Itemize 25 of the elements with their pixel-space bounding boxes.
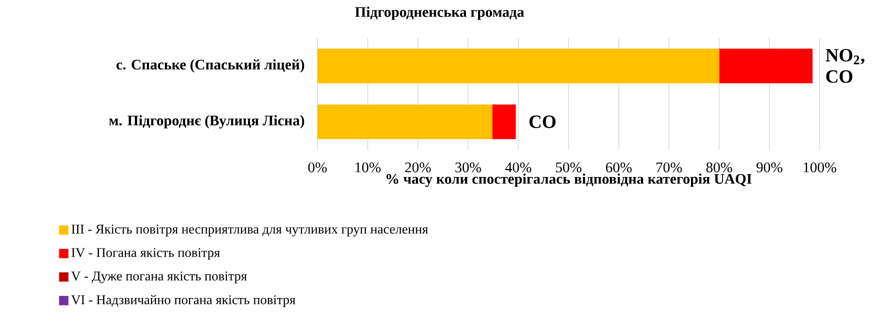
x-axis-title: % часу коли спостерігалась відповідна категорія UAQI (386, 173, 752, 187)
x-tick-label: 0% (308, 162, 327, 172)
x-tick-label: 70% (656, 162, 682, 172)
legend-label: IV - Погана якість повітря (72, 248, 220, 260)
annotation: NO$_{2}$, CO (826, 48, 864, 83)
x-tick-label: 20% (405, 162, 431, 172)
bar (317, 48, 720, 83)
bar (317, 104, 492, 139)
x-tick-label: 60% (606, 162, 632, 172)
y-tick-label: м. Підгороднє (Вулиця Лісна) (109, 114, 304, 128)
x-tick-label: 40% (505, 162, 532, 172)
x-tick-label: 100% (804, 162, 836, 172)
chart-title: Підгородненська громада (355, 6, 524, 20)
bar (492, 104, 516, 139)
x-tick-label: 90% (756, 162, 782, 172)
legend-label: V - Дуже погана якість повітря (71, 271, 247, 284)
legend-label: III - Якість повітря несприятлива для чутливих груп населення (72, 224, 428, 236)
x-tick-label: 10% (356, 162, 381, 172)
x-tick-label: 50% (556, 162, 582, 172)
bar (719, 48, 813, 83)
annotation: CO (529, 115, 556, 128)
x-tick-label: 30% (455, 162, 482, 172)
legend-label: VI - Надзвичайно погана якість повітря (71, 294, 296, 307)
x-tick-label: 80% (706, 162, 732, 172)
y-tick-label: с. Спаське (Спаський ліцей) (116, 59, 304, 72)
